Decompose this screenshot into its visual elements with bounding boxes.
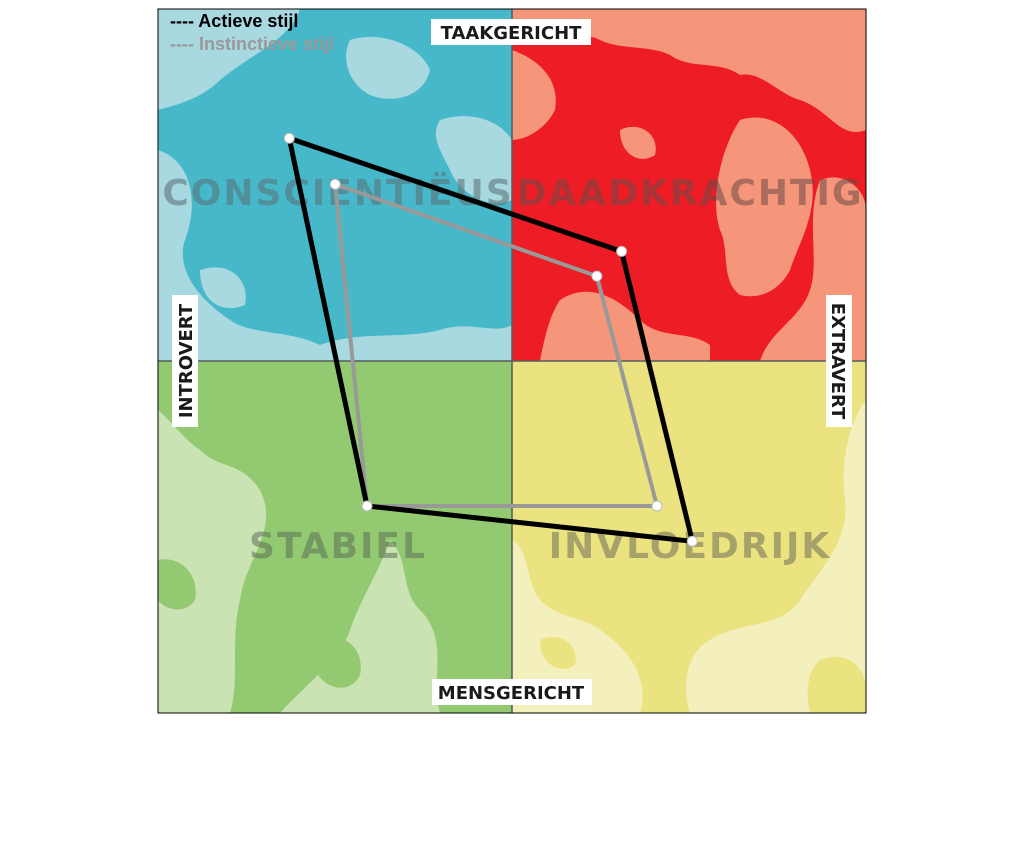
axis-label-left-text: INTROVERT <box>176 303 197 418</box>
quadrant-top-right <box>512 9 866 361</box>
series-layer <box>283 132 698 547</box>
axis-label-top: TAAKGERICHT <box>431 19 591 45</box>
data-point-invloedrijk <box>686 535 698 547</box>
quadrant-bottom-left <box>158 361 512 713</box>
axis-label-right-text: EXTRAVERT <box>827 303 848 420</box>
axis-label-right: EXTRAVERT <box>826 295 852 427</box>
data-point-daadkrachtig <box>616 245 628 257</box>
chart-frame <box>157 8 867 714</box>
data-point-conscientieus <box>283 132 295 144</box>
quadrant-bottom-left-texture <box>158 361 512 713</box>
axis-label-top-text: TAAKGERICHT <box>441 23 583 44</box>
axis-label-bottom: MENSGERICHT <box>432 679 592 705</box>
legend: ---- Actieve stijl ---- Instinctieve sti… <box>170 11 334 54</box>
data-point-stabiel <box>361 500 373 512</box>
quadrant-label-stabiel: STABIEL <box>249 526 427 567</box>
data-point-conscientieus <box>329 178 341 190</box>
data-point-invloedrijk <box>651 500 663 512</box>
data-point-daadkrachtig <box>591 270 603 282</box>
legend-item-actieve-stijl: ---- Actieve stijl <box>170 11 298 31</box>
series-actieve-stijl <box>283 132 698 547</box>
quadrant-label-daadkrachtig: DAADKRACHTIG <box>516 173 863 214</box>
legend-item-instinctieve-stijl: ---- Instinctieve stijl <box>170 34 334 54</box>
axis-label-left: INTROVERT <box>172 295 198 427</box>
axis-label-bottom-text: MENSGERICHT <box>438 683 585 704</box>
quadrant-top-right-texture <box>512 9 866 361</box>
